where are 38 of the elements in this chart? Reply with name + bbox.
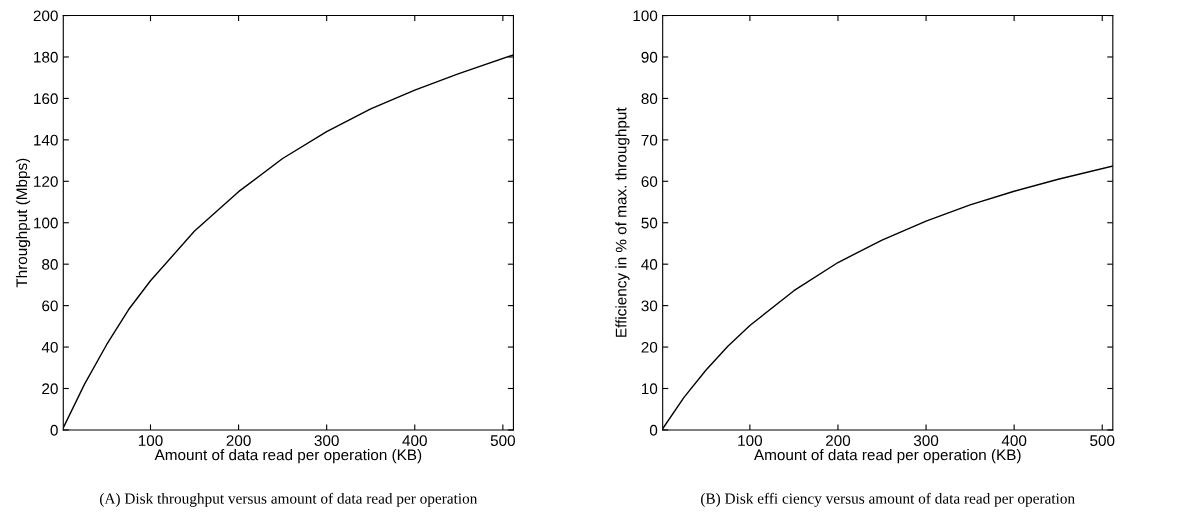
x-tick-label: 200 [825, 435, 851, 447]
y-tick-label: 40 [641, 259, 658, 270]
y-tick-label: 90 [641, 51, 658, 63]
y-tick-label: 0 [50, 424, 58, 436]
y-tick-label: 180 [34, 51, 58, 63]
y-tick-label: 20 [641, 341, 658, 353]
y-tick-label: 10 [641, 383, 658, 395]
x-axis-title: Amount of data read per operation (KB) [154, 449, 422, 464]
y-tick-label: 80 [42, 259, 58, 270]
text: (A) Disk throughput versus amount of data read per operation [100, 492, 478, 507]
y-tick-label: 0 [649, 424, 658, 436]
x-tick-label: 100 [138, 435, 163, 447]
x-tick-label: 400 [1001, 435, 1027, 447]
y-tick-label: 120 [34, 176, 58, 187]
y-tick-label: 100 [633, 10, 658, 22]
y-axis-title: Efficiency in % of max. throughput [615, 107, 630, 337]
x-tick-label: 300 [913, 435, 939, 447]
y-tick-label: 70 [641, 134, 658, 146]
x-tick-label: 300 [314, 435, 339, 447]
y-tick-label: 60 [641, 176, 658, 187]
x-tick-label: 200 [226, 435, 251, 447]
y-tick-label: 140 [34, 134, 58, 146]
x-tick-label: 400 [402, 435, 427, 447]
y-tick-label: 20 [42, 383, 58, 395]
y-tick-label: 160 [34, 93, 58, 105]
y-tick-label: 200 [33, 10, 58, 22]
y-tick-label: 80 [641, 93, 658, 105]
y-tick-label: 60 [42, 300, 58, 312]
y-tick-label: 100 [34, 217, 58, 229]
x-tick-label: 500 [490, 435, 515, 447]
y-axis-title: Throughput (Mbps) [15, 158, 31, 288]
y-tick-label: 30 [641, 300, 658, 312]
x-tick-label: 500 [1090, 435, 1115, 447]
text: (B) Disk effi ciency versus amount of data read per operation [701, 492, 1075, 507]
x-axis-title: Amount of data read per operation (KB) [754, 449, 1021, 464]
x-tick-label: 100 [738, 435, 763, 447]
y-tick-label: 40 [41, 341, 58, 353]
y-tick-label: 50 [641, 217, 658, 229]
